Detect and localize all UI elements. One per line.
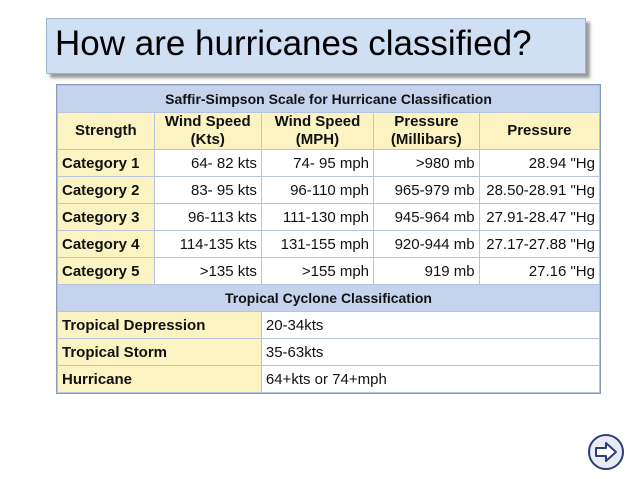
saffir-simpson-table: Saffir-Simpson Scale for Hurricane Class… bbox=[56, 84, 601, 394]
wind-mph-cell: >155 mph bbox=[261, 258, 374, 284]
table-row: Category 2 83- 95 kts 96-110 mph 965-979… bbox=[58, 177, 599, 203]
table-header-row: Strength Wind Speed (Kts) Wind Speed (MPH)… bbox=[58, 113, 599, 149]
wind-mph-cell: 131-155 mph bbox=[261, 231, 374, 257]
header-pressure-mb: Pressure (Millibars) bbox=[374, 113, 479, 149]
table-caption: Saffir-Simpson Scale for Hurricane Class… bbox=[58, 86, 599, 112]
header-wind-mph: Wind Speed (MPH) bbox=[261, 113, 374, 149]
table-row: Category 5 >135 kts >155 mph 919 mb 27.1… bbox=[58, 258, 599, 284]
slide-title-box: How are hurricanes classified? bbox=[46, 18, 586, 74]
category-cell: Category 2 bbox=[58, 177, 154, 203]
tropical-caption: Tropical Cyclone Classification bbox=[58, 285, 599, 311]
pressure-mb-cell: 945-964 mb bbox=[374, 204, 479, 230]
wind-kts-cell: >135 kts bbox=[154, 258, 261, 284]
pressure-hg-cell: 27.16 "Hg bbox=[479, 258, 599, 284]
wind-kts-cell: 64- 82 kts bbox=[154, 150, 261, 176]
wind-mph-cell: 111-130 mph bbox=[261, 204, 374, 230]
pressure-mb-cell: >980 mb bbox=[374, 150, 479, 176]
table-row: Category 1 64- 82 kts 74- 95 mph >980 mb… bbox=[58, 150, 599, 176]
table-caption-row: Saffir-Simpson Scale for Hurricane Class… bbox=[58, 86, 599, 112]
tropical-caption-row: Tropical Cyclone Classification bbox=[58, 285, 599, 311]
tropical-name-cell: Hurricane bbox=[58, 366, 261, 392]
tropical-name-cell: Tropical Depression bbox=[58, 312, 261, 338]
wind-kts-cell: 114-135 kts bbox=[154, 231, 261, 257]
right-arrow-icon bbox=[595, 442, 617, 462]
pressure-hg-cell: 28.50-28.91 "Hg bbox=[479, 177, 599, 203]
pressure-mb-cell: 919 mb bbox=[374, 258, 479, 284]
table-row: Category 3 96-113 kts 111-130 mph 945-96… bbox=[58, 204, 599, 230]
wind-kts-cell: 83- 95 kts bbox=[154, 177, 261, 203]
pressure-mb-cell: 965-979 mb bbox=[374, 177, 479, 203]
tropical-name-cell: Tropical Storm bbox=[58, 339, 261, 365]
wind-mph-cell: 96-110 mph bbox=[261, 177, 374, 203]
next-slide-button[interactable] bbox=[588, 434, 624, 470]
pressure-hg-cell: 27.91-28.47 "Hg bbox=[479, 204, 599, 230]
pressure-hg-cell: 28.94 "Hg bbox=[479, 150, 599, 176]
wind-mph-cell: 74- 95 mph bbox=[261, 150, 374, 176]
table-row: Category 4 114-135 kts 131-155 mph 920-9… bbox=[58, 231, 599, 257]
header-pressure-hg: Pressure bbox=[479, 113, 599, 149]
tropical-row: Tropical Storm 35-63kts bbox=[58, 339, 599, 365]
pressure-mb-cell: 920-944 mb bbox=[374, 231, 479, 257]
header-strength: Strength bbox=[58, 113, 154, 149]
tropical-row: Hurricane 64+kts or 74+mph bbox=[58, 366, 599, 392]
tropical-value-cell: 20-34kts bbox=[261, 312, 599, 338]
header-wind-kts: Wind Speed (Kts) bbox=[154, 113, 261, 149]
tropical-value-cell: 64+kts or 74+mph bbox=[261, 366, 599, 392]
category-cell: Category 4 bbox=[58, 231, 154, 257]
tropical-row: Tropical Depression 20-34kts bbox=[58, 312, 599, 338]
tropical-value-cell: 35-63kts bbox=[261, 339, 599, 365]
category-cell: Category 1 bbox=[58, 150, 154, 176]
wind-kts-cell: 96-113 kts bbox=[154, 204, 261, 230]
pressure-hg-cell: 27.17-27.88 "Hg bbox=[479, 231, 599, 257]
slide-title: How are hurricanes classified? bbox=[55, 24, 532, 63]
category-cell: Category 3 bbox=[58, 204, 154, 230]
category-cell: Category 5 bbox=[58, 258, 154, 284]
